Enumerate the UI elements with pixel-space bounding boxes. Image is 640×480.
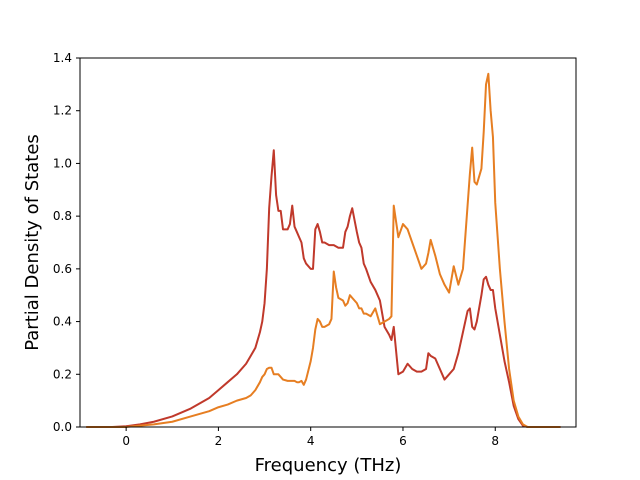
x-tick-label: 4	[307, 434, 315, 448]
x-axis-label: Frequency (THz)	[255, 455, 402, 476]
x-tick-label: 6	[399, 434, 407, 448]
y-tick-label: 0.6	[53, 262, 72, 276]
y-tick-label: 0.2	[53, 367, 72, 381]
x-axis: 0 2 4 6 8	[122, 427, 499, 448]
x-tick-label: 8	[491, 434, 499, 448]
series-line-2	[85, 72, 561, 428]
plot-frame	[79, 57, 577, 428]
y-tick-label: 1.2	[53, 104, 72, 118]
y-axis-label: Partial Density of States	[22, 134, 43, 351]
series-line-1	[85, 149, 561, 428]
x-tick-label: 0	[122, 434, 130, 448]
y-tick-label: 1.0	[53, 156, 72, 170]
x-tick-label: 2	[215, 434, 223, 448]
series-layer	[85, 72, 561, 428]
y-tick-label: 0.4	[53, 315, 72, 329]
y-tick-label: 0.0	[53, 420, 72, 434]
y-tick-label: 0.8	[53, 209, 72, 223]
y-tick-label: 1.4	[53, 51, 72, 65]
y-axis: 0.0 0.2 0.4 0.6 0.8 1.0 1.2 1.4	[53, 51, 80, 434]
